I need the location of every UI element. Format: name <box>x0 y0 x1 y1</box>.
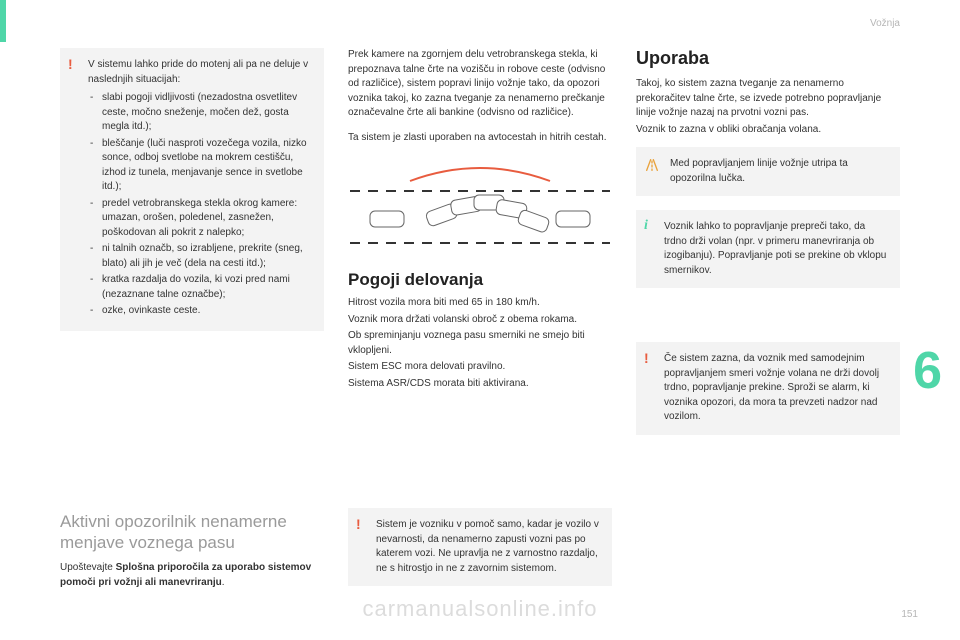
accent-bar <box>0 0 6 42</box>
info-callout-override: i Voznik lahko to popravljanje prepreči … <box>636 210 900 288</box>
lane-departure-icon <box>644 157 660 176</box>
general-recommendations-text: Upoštevajte Splošna priporočila za upora… <box>60 561 324 590</box>
warning-icon: ! <box>356 516 361 532</box>
warning-callout-assist-only: ! Sistem je vozniku v pomoč samo, kadar … <box>348 508 612 586</box>
condition-hands: Voznik mora držati volanski obroč z obem… <box>348 313 612 328</box>
heading-operating-conditions: Pogoji delovanja <box>348 270 612 290</box>
chapter-number: 6 <box>913 341 942 401</box>
warning-intro: V sistemu lahko pride do motenj ali pa n… <box>88 58 312 87</box>
warning-icon: ! <box>68 56 73 72</box>
lane-indicator-callout: Med popravljanjem linije vožnje utripa t… <box>636 147 900 196</box>
page-content: ! V sistemu lahko pride do motenj ali pa… <box>60 48 900 600</box>
info-icon: i <box>644 218 648 234</box>
header-section-label: Vožnja <box>870 18 900 29</box>
warning-item: bleščanje (luči nasproti vozečega vozila… <box>88 137 312 195</box>
warning-item: predel vetrobranskega stekla okrog kamer… <box>88 197 312 241</box>
heading-usage: Uporaba <box>636 48 900 69</box>
system-description-2: Ta sistem je zlasti uporaben na avtocest… <box>348 131 612 146</box>
warning-item: ozke, ovinkaste ceste. <box>88 304 312 319</box>
warning-callout-takeover: ! Če sistem zazna, da voznik med samodej… <box>636 342 900 435</box>
lane-indicator-text: Med popravljanjem linije vožnje utripa t… <box>670 157 888 186</box>
warning-item: kratka razdalja do vozila, ki vozi pred … <box>88 273 312 302</box>
usage-text-2: Voznik to zazna v obliki obračanja volan… <box>636 123 900 138</box>
warning-takeover-text: Če sistem zazna, da voznik med samodejni… <box>664 352 888 425</box>
system-description-1: Prek kamere na zgornjem delu vetrobransk… <box>348 48 612 121</box>
heading-active-lane-warning: Aktivni opozorilnik nenamerne menjave vo… <box>60 512 324 553</box>
warning-item: ni talnih označb, so izrabljene, prekrit… <box>88 242 312 271</box>
condition-asr: Sistema ASR/CDS morata biti aktivirana. <box>348 377 612 392</box>
warning-list: slabi pogoji vidljivosti (nezadostna osv… <box>88 91 312 319</box>
lane-departure-illustration <box>348 161 612 256</box>
column-1: ! V sistemu lahko pride do motenj ali pa… <box>60 48 324 600</box>
usage-text-1: Takoj, ko sistem zazna tveganje za nenam… <box>636 77 900 121</box>
warning-assist-text: Sistem je vozniku v pomoč samo, kadar je… <box>376 518 600 576</box>
warning-item: slabi pogoji vidljivosti (nezadostna osv… <box>88 91 312 135</box>
warning-icon: ! <box>644 350 649 366</box>
watermark: carmanualsonline.info <box>0 596 960 622</box>
condition-speed: Hitrost vozila mora biti med 65 in 180 k… <box>348 296 612 311</box>
info-override-text: Voznik lahko to popravljanje prepreči ta… <box>664 220 888 278</box>
column-3: Uporaba Takoj, ko sistem zazna tveganje … <box>636 48 900 600</box>
column-2: Prek kamere na zgornjem delu vetrobransk… <box>348 48 612 600</box>
condition-esc: Sistem ESC mora delovati pravilno. <box>348 360 612 375</box>
condition-indicators: Ob spreminjanju voznega pasu smerniki ne… <box>348 329 612 358</box>
warning-callout-conditions: ! V sistemu lahko pride do motenj ali pa… <box>60 48 324 331</box>
page-number: 151 <box>901 609 918 620</box>
